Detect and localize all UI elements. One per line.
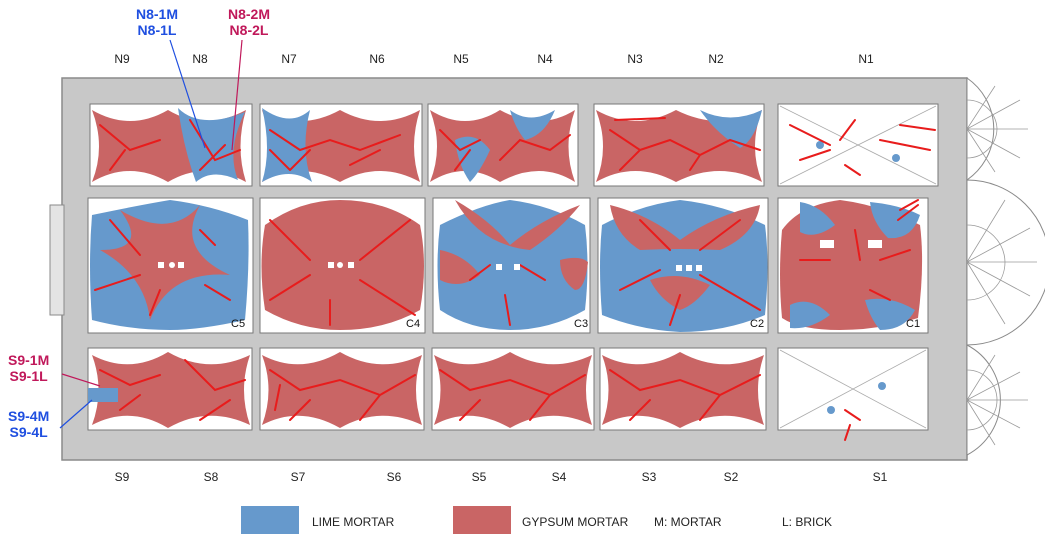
callout-leaders xyxy=(59,39,243,429)
crack-lines xyxy=(94,117,936,441)
bay-label-s9: S9 xyxy=(114,470,130,484)
bay-label-n2: N2 xyxy=(708,52,724,66)
bay-label-s3: S3 xyxy=(641,470,657,484)
west-entrance xyxy=(49,204,65,316)
callout-s9-1l: S9-1L xyxy=(9,368,48,384)
bay-label-n8: N8 xyxy=(192,52,208,66)
callout-s9-1m: S9-1M xyxy=(8,352,50,368)
bay-label-n3: N3 xyxy=(627,52,643,66)
callout-s9-gypsum: S9-1M S9-1L xyxy=(8,352,49,384)
bay-label-n9: N9 xyxy=(114,52,130,66)
bay-label-n5: N5 xyxy=(453,52,469,66)
callout-s9-4m: S9-4M xyxy=(8,408,50,424)
bay-label-c4: C4 xyxy=(406,318,421,330)
bay-label-c5: C5 xyxy=(231,318,246,330)
callout-s9-lime: S9-4M S9-4L xyxy=(8,408,49,440)
bay-label-s7: S7 xyxy=(290,470,306,484)
north-aisle xyxy=(89,103,939,187)
legend-swatch-lime xyxy=(241,506,299,534)
bay-label-s8: S8 xyxy=(203,470,219,484)
callout-n8-1l: N8-1L xyxy=(137,22,177,38)
south-aisle xyxy=(87,347,929,431)
bay-label-n6: N6 xyxy=(369,52,385,66)
legend-mortar-abbrev: M: MORTAR xyxy=(654,515,722,529)
bay-label-n7: N7 xyxy=(281,52,297,66)
callout-s9-4l: S9-4L xyxy=(9,424,48,440)
callout-n8-1m: N8-1M xyxy=(136,6,179,22)
bay-label-s2: S2 xyxy=(723,470,739,484)
callout-n8-2m: N8-2M xyxy=(228,6,271,22)
bay-label-n1: N1 xyxy=(858,52,874,66)
bay-label-c1: C1 xyxy=(906,318,921,330)
legend-label-lime: LIME MORTAR xyxy=(312,515,395,529)
bay-label-c3: C3 xyxy=(574,318,589,330)
callout-n8-gypsum: N8-2M N8-2L xyxy=(228,6,270,38)
bay-label-s4: S4 xyxy=(551,470,567,484)
bay-label-c2: C2 xyxy=(750,318,765,330)
keystone-markers xyxy=(158,240,882,271)
legend-label-gypsum: GYPSUM MORTAR xyxy=(522,515,629,529)
callout-n8-lime: N8-1M N8-1L xyxy=(136,6,178,38)
legend-brick-abbrev: L: BRICK xyxy=(782,515,833,529)
legend-swatch-gypsum xyxy=(453,506,511,534)
bay-label-s5: S5 xyxy=(471,470,487,484)
apse-ribs xyxy=(966,77,1045,456)
bay-label-s6: S6 xyxy=(386,470,402,484)
bay-label-s1: S1 xyxy=(872,470,888,484)
callout-n8-2l: N8-2L xyxy=(229,22,269,38)
bay-label-n4: N4 xyxy=(537,52,553,66)
